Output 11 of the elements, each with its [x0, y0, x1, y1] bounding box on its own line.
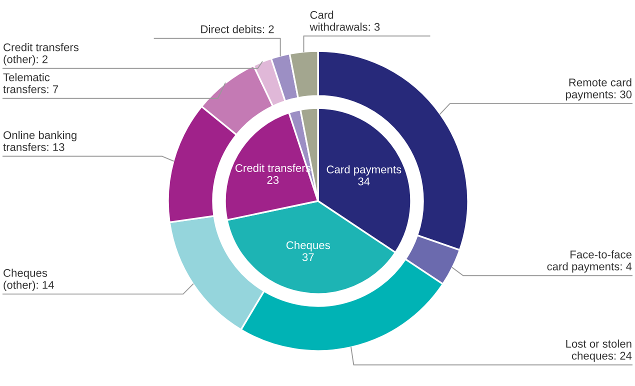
data-label: Cheques 37: [286, 240, 330, 262]
data-label: Direct debits: 2: [201, 25, 274, 34]
data-label: Remote card payments: 30: [566, 78, 632, 101]
data-label: Face-to-face card payments: 4: [547, 250, 632, 273]
data-label: Card payments 34: [326, 165, 402, 186]
data-label: Lost or stolen cheques: 24: [566, 340, 632, 362]
data-label: Cheques (other): 14: [4, 268, 54, 292]
data-label: Online banking transfers: 13: [3, 130, 76, 152]
data-label: Telematic transfers: 7: [3, 73, 58, 94]
data-label: Card withdrawals: 3: [310, 10, 380, 31]
data-label: Credit transfers (other): 2: [4, 43, 79, 66]
